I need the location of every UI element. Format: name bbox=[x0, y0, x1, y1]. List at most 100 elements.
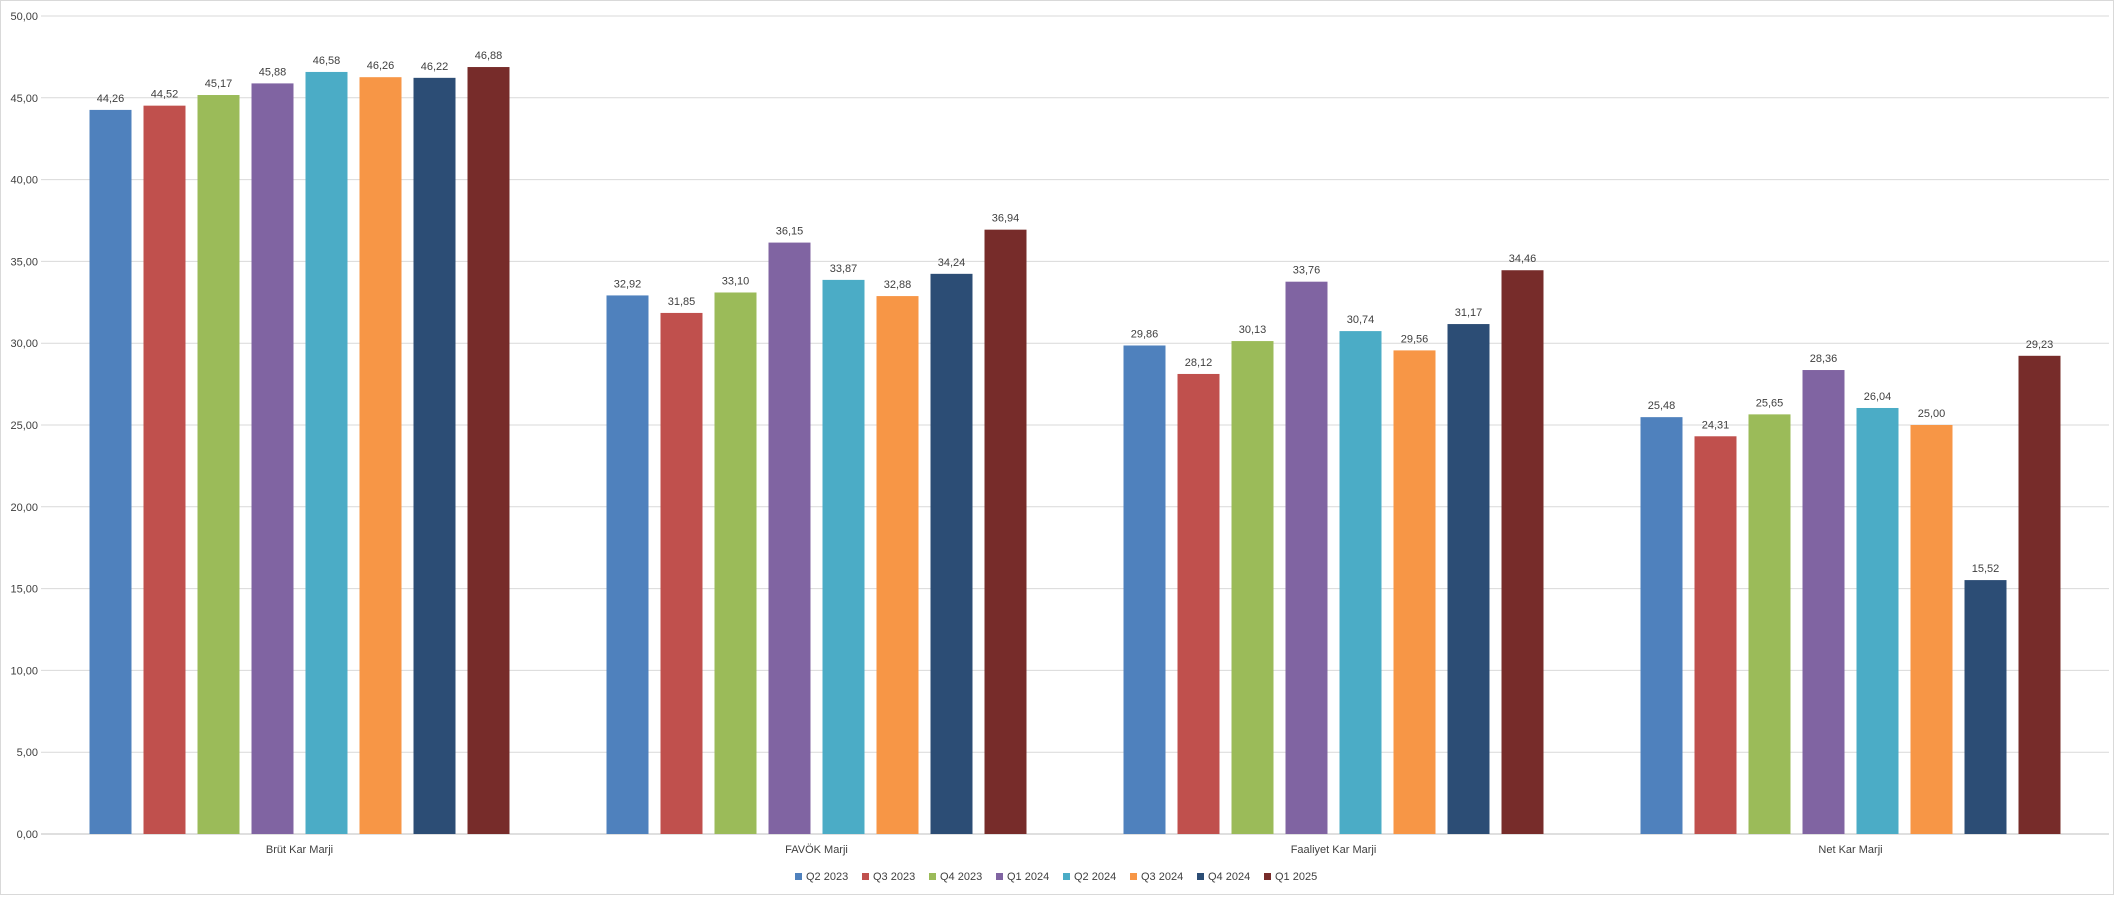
x-axis: Brüt Kar Marji FAVÖK Marji Faaliyet Kar Ma… bbox=[266, 844, 1883, 856]
legend-swatch bbox=[929, 873, 936, 880]
data-label: 31,85 bbox=[668, 296, 696, 308]
category-label: Brüt Kar Marji bbox=[266, 844, 333, 856]
legend-swatch bbox=[1130, 873, 1137, 880]
bar bbox=[660, 312, 703, 835]
bars bbox=[89, 67, 2061, 835]
data-label: 32,92 bbox=[614, 278, 642, 290]
bar bbox=[1640, 417, 1683, 834]
y-tick-label: 25,00 bbox=[10, 420, 38, 432]
legend-swatch bbox=[1063, 873, 1070, 880]
legend-label: Q3 2024 bbox=[1141, 871, 1183, 883]
data-label: 26,04 bbox=[1864, 391, 1892, 403]
data-label: 45,17 bbox=[205, 78, 233, 90]
bar bbox=[359, 77, 402, 834]
bar bbox=[822, 279, 865, 834]
y-tick-label: 50,00 bbox=[10, 11, 38, 23]
bar bbox=[413, 77, 456, 834]
bar bbox=[1447, 324, 1490, 834]
bar bbox=[1748, 414, 1791, 834]
bar bbox=[143, 105, 186, 834]
data-label: 25,65 bbox=[1756, 397, 1784, 409]
data-label: 33,10 bbox=[722, 275, 750, 287]
bar bbox=[1123, 345, 1166, 834]
bar bbox=[606, 295, 649, 834]
legend-swatch bbox=[996, 873, 1003, 880]
gridlines bbox=[41, 15, 2109, 835]
y-tick-label: 5,00 bbox=[17, 747, 38, 759]
bar bbox=[1910, 425, 1953, 834]
legend-label: Q4 2023 bbox=[940, 871, 982, 883]
bar bbox=[467, 67, 510, 834]
data-label: 29,86 bbox=[1131, 328, 1159, 340]
category-label: Net Kar Marji bbox=[1818, 844, 1882, 856]
data-label: 46,26 bbox=[367, 60, 395, 72]
y-tick-label: 20,00 bbox=[10, 502, 38, 514]
data-label: 36,94 bbox=[992, 213, 1020, 225]
bar bbox=[1339, 331, 1382, 834]
data-label: 31,17 bbox=[1455, 307, 1483, 319]
data-label: 44,26 bbox=[97, 93, 125, 105]
legend-label: Q2 2023 bbox=[806, 871, 848, 883]
data-label: 25,48 bbox=[1648, 400, 1676, 412]
data-label: 25,00 bbox=[1918, 408, 1946, 420]
y-tick-label: 35,00 bbox=[10, 256, 38, 268]
data-label: 29,56 bbox=[1401, 333, 1429, 345]
bar bbox=[1231, 341, 1274, 834]
legend-label: Q1 2024 bbox=[1007, 871, 1049, 883]
data-label: 24,31 bbox=[1702, 419, 1730, 431]
bar bbox=[2018, 355, 2061, 834]
legend-swatch bbox=[1264, 873, 1271, 880]
bar bbox=[1694, 436, 1737, 834]
bar bbox=[1285, 281, 1328, 834]
y-tick-label: 40,00 bbox=[10, 175, 38, 187]
data-label: 46,88 bbox=[475, 50, 503, 62]
y-tick-label: 45,00 bbox=[10, 93, 38, 105]
category-label: Faaliyet Kar Marji bbox=[1291, 844, 1377, 856]
bar bbox=[251, 83, 294, 834]
y-tick-label: 30,00 bbox=[10, 338, 38, 350]
bar bbox=[714, 292, 757, 834]
category-label: FAVÖK Marji bbox=[785, 844, 848, 856]
data-label: 44,52 bbox=[151, 89, 179, 101]
data-label: 34,46 bbox=[1509, 253, 1537, 265]
bar bbox=[984, 229, 1027, 834]
bar bbox=[1964, 580, 2007, 834]
legend-label: Q1 2025 bbox=[1275, 871, 1317, 883]
y-axis-tick-labels: 0,00 5,00 10,00 15,00 20,00 25,00 30,00 35,00 40… bbox=[10, 11, 38, 841]
data-label: 32,88 bbox=[884, 279, 912, 291]
data-label: 36,15 bbox=[776, 226, 804, 238]
y-tick-label: 10,00 bbox=[10, 665, 38, 677]
data-label: 46,22 bbox=[421, 61, 449, 73]
data-labels: 44,26 44,52 45,17 45,88 46,58 46,26 46,22 46,88… bbox=[97, 50, 2054, 575]
legend-swatch bbox=[1197, 873, 1204, 880]
data-label: 29,23 bbox=[2026, 339, 2054, 351]
legend-label: Q3 2023 bbox=[873, 871, 915, 883]
data-label: 30,74 bbox=[1347, 314, 1375, 326]
data-label: 34,24 bbox=[938, 257, 966, 269]
y-tick-label: 15,00 bbox=[10, 584, 38, 596]
data-label: 33,76 bbox=[1293, 265, 1321, 277]
bar bbox=[768, 242, 811, 834]
bar bbox=[197, 95, 240, 834]
bar bbox=[89, 109, 132, 835]
bar bbox=[1501, 270, 1544, 835]
legend-label: Q4 2024 bbox=[1208, 871, 1250, 883]
data-label: 28,36 bbox=[1810, 353, 1838, 365]
y-tick-label: 0,00 bbox=[17, 829, 38, 841]
bar bbox=[876, 296, 919, 834]
data-label: 28,12 bbox=[1185, 357, 1213, 369]
data-label: 46,58 bbox=[313, 55, 341, 67]
data-label: 45,88 bbox=[259, 66, 287, 78]
bar bbox=[1802, 370, 1845, 834]
bar bbox=[305, 71, 348, 835]
data-label: 15,52 bbox=[1972, 563, 2000, 575]
bar bbox=[1393, 350, 1436, 834]
bar bbox=[1177, 373, 1220, 834]
bar bbox=[930, 273, 973, 834]
legend: Q2 2023 Q3 2023 Q4 2023 Q1 2024 Q2 2024 Q3 20… bbox=[795, 871, 1317, 883]
legend-swatch bbox=[862, 873, 869, 880]
legend-label: Q2 2024 bbox=[1074, 871, 1116, 883]
legend-swatch bbox=[795, 873, 802, 880]
